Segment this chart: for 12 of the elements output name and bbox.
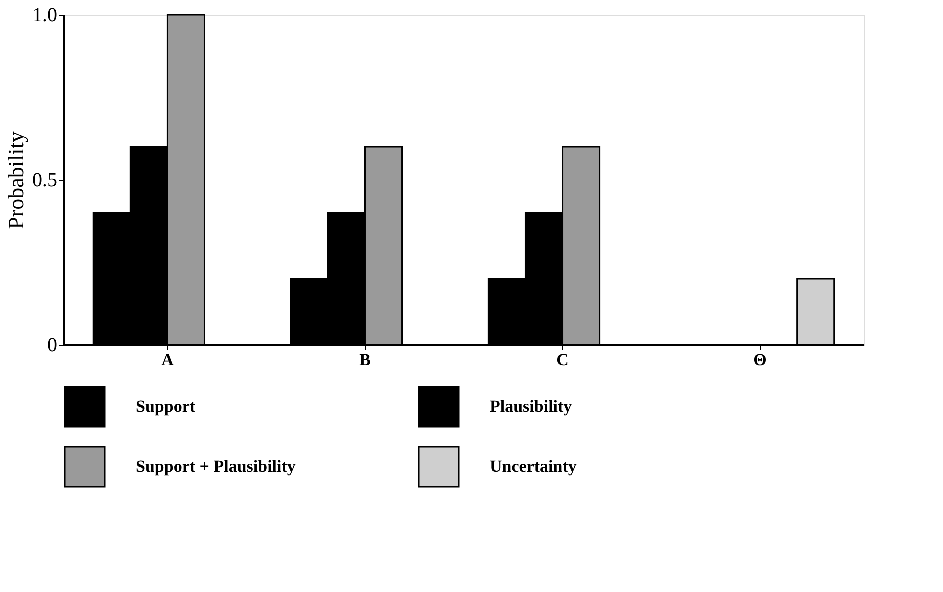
x-tick-label: Θ (754, 350, 767, 370)
legend-label: Uncertainty (490, 457, 578, 476)
x-tick-label: C (556, 350, 569, 370)
y-tick-label: 1.0 (32, 4, 58, 26)
x-tick-label: A (162, 350, 175, 370)
y-tick-label: 0.5 (32, 170, 58, 192)
x-tick-label: B (360, 350, 371, 370)
y-axis-title: Probability (4, 132, 28, 230)
legend-label: Support (136, 397, 196, 416)
legend-label: Plausibility (490, 397, 573, 416)
legend-label: Support + Plausibility (136, 457, 296, 476)
y-tick-label: 0 (48, 334, 58, 356)
